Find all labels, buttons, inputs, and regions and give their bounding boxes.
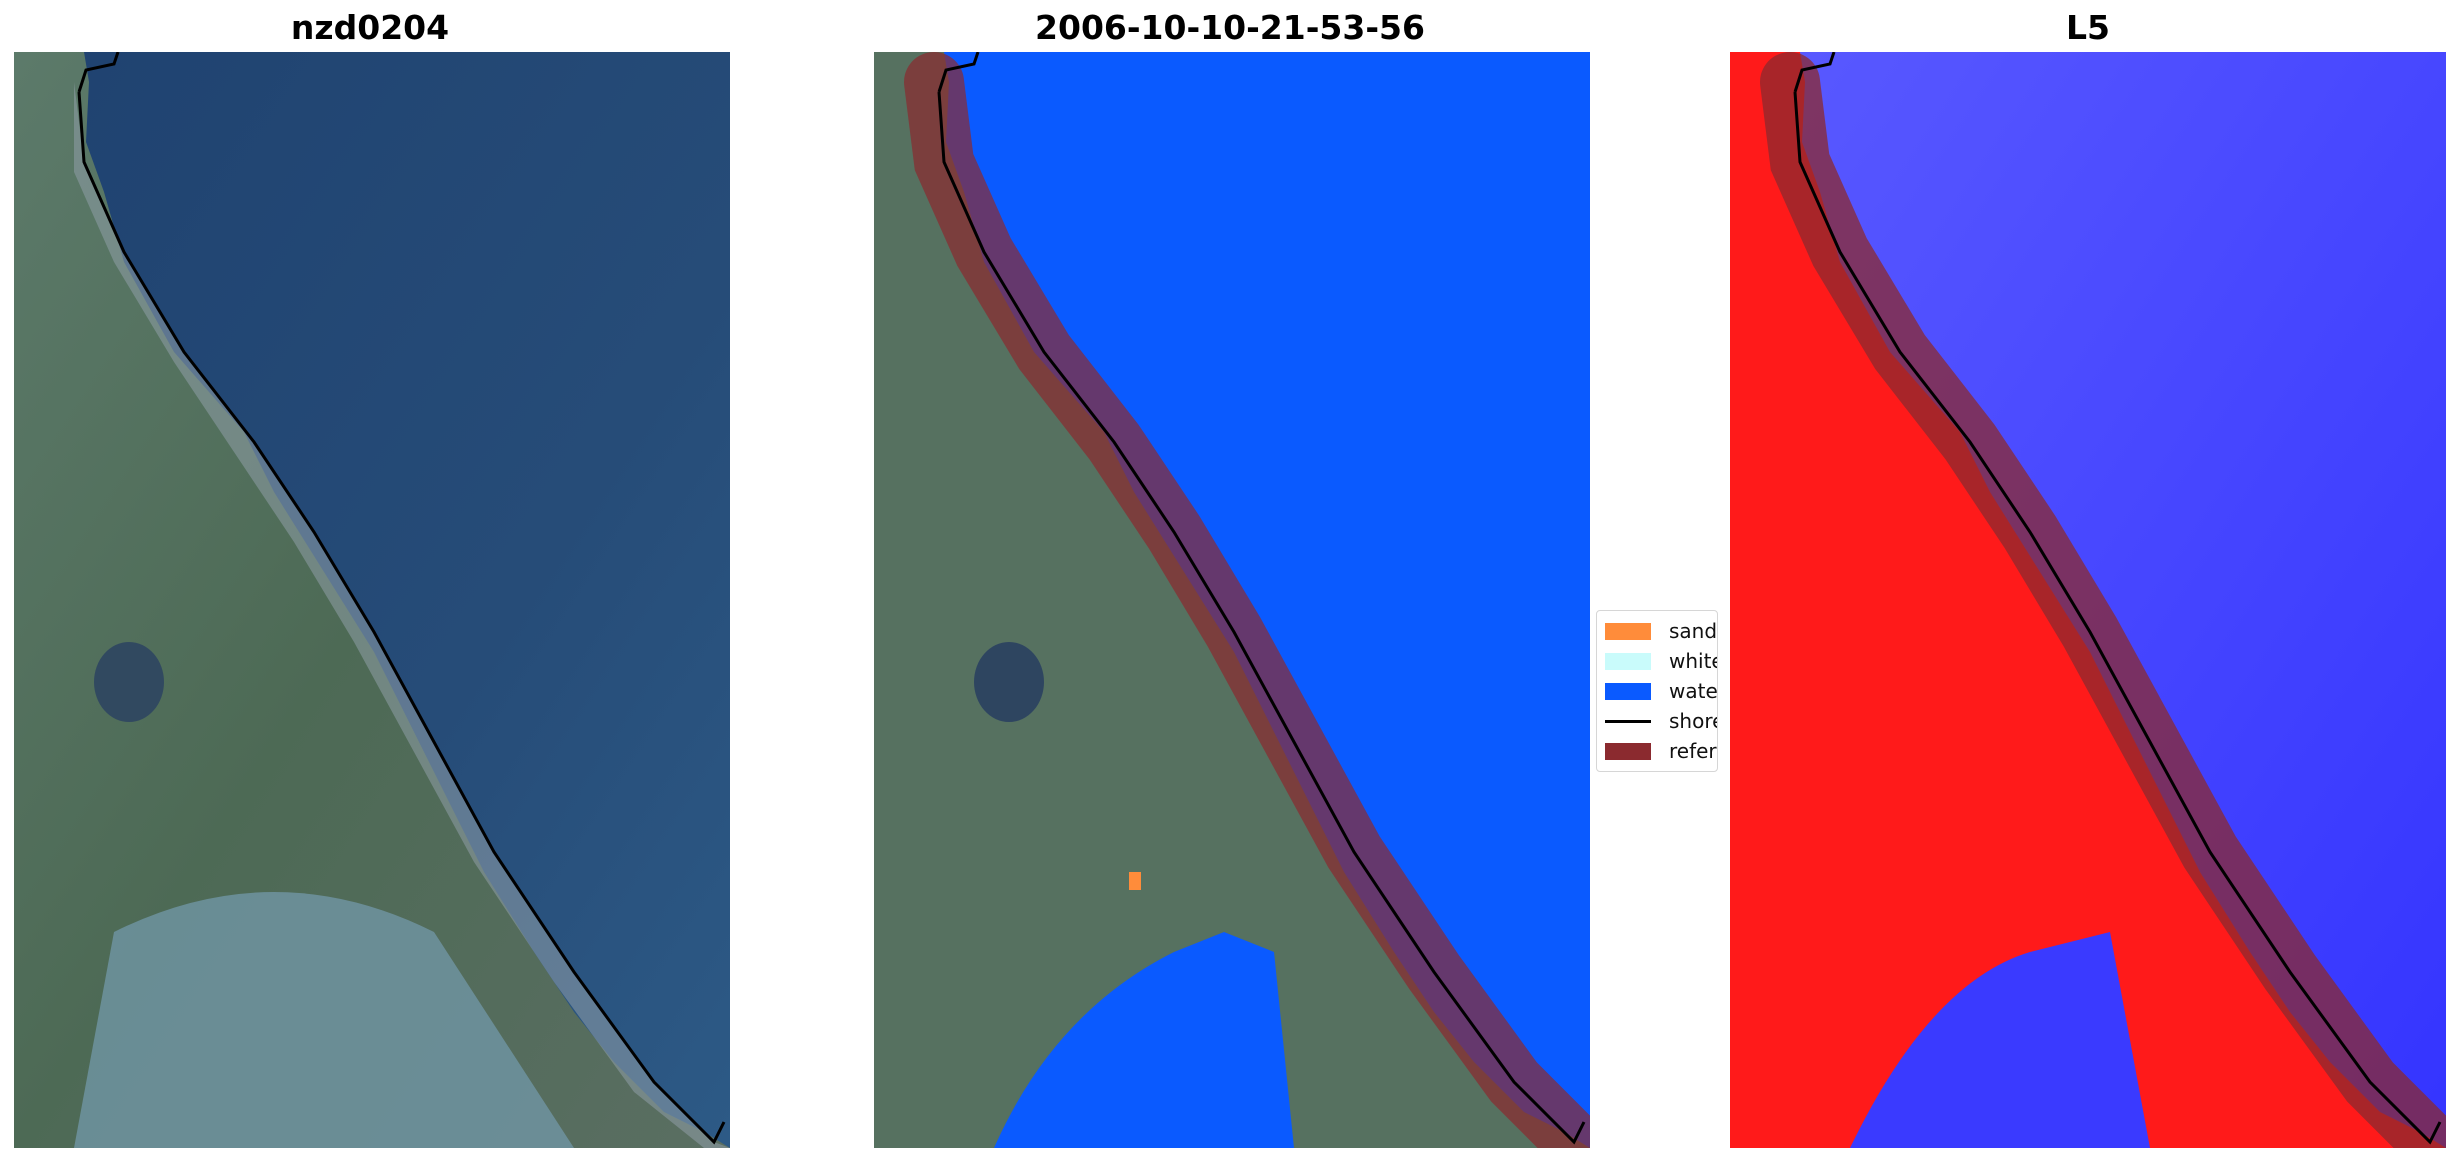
whitewater-swatch <box>1605 652 1651 670</box>
index-image <box>1730 52 2446 1148</box>
reference-swatch <box>1605 742 1651 760</box>
estuary <box>74 892 574 1148</box>
positive-index-area <box>1730 52 2446 1148</box>
detected-shoreline <box>1793 91 2442 1145</box>
index-panel <box>1730 52 2446 1148</box>
classification-image <box>874 52 1590 1148</box>
legend-label: whitewater <box>1669 649 1717 673</box>
legend-label: shoreline <box>1669 709 1717 733</box>
classification-panel <box>874 52 1590 1148</box>
sand-swatch <box>1605 622 1651 640</box>
water-swatch <box>1605 682 1651 700</box>
legend-label: sand <box>1669 619 1718 643</box>
sand-class <box>1129 872 1141 890</box>
legend-item-water: water <box>1605 677 1718 705</box>
panel-title-index: L5 <box>2066 8 2110 47</box>
shoreline-swatch <box>1605 713 1651 730</box>
legend-label: water <box>1669 679 1718 703</box>
legend-item-whitewater: whitewater <box>1605 647 1717 675</box>
rgb-image <box>14 52 730 1148</box>
legend-label: reference shoreline <box>1669 739 1717 763</box>
land-class <box>874 52 1590 1148</box>
detected-shoreline <box>77 91 726 1145</box>
rgb-image-panel <box>14 52 730 1148</box>
panel-title-classification: 2006-10-10-21-53-56 <box>1035 8 1425 47</box>
land-area <box>14 52 730 1148</box>
panel-title-image: nzd0204 <box>290 8 450 47</box>
legend-item-shoreline: shoreline <box>1605 707 1717 735</box>
detected-shoreline <box>937 91 1586 1145</box>
legend-item-sand: sand <box>1605 617 1717 645</box>
legend-item-reference-shoreline: reference shoreline <box>1605 737 1717 765</box>
legend: sand whitewater water shoreline referenc… <box>1596 610 1718 772</box>
